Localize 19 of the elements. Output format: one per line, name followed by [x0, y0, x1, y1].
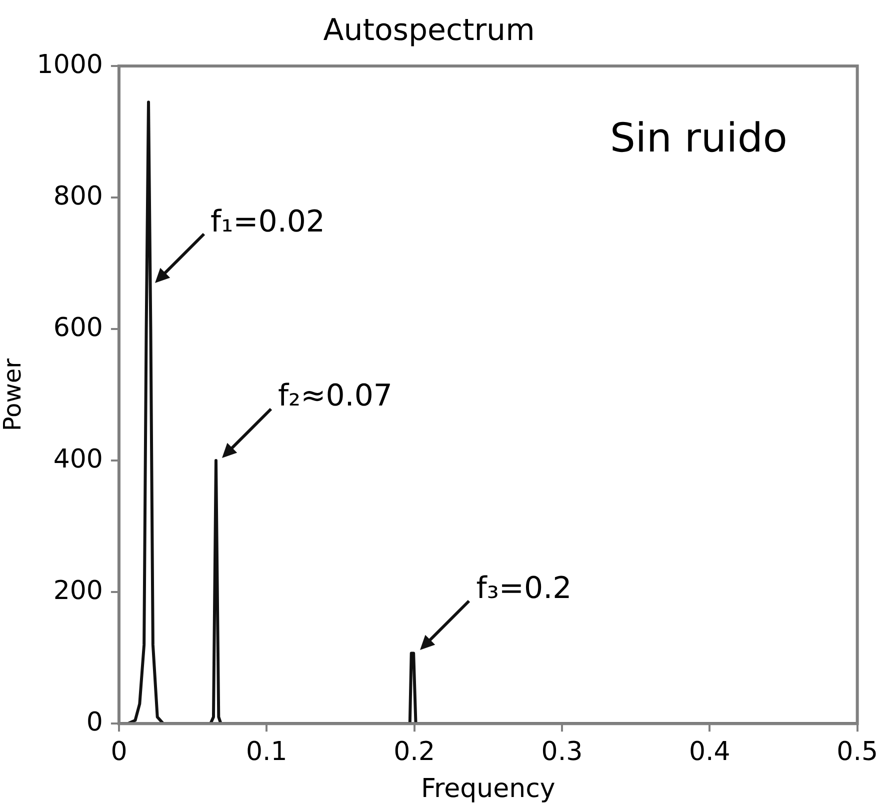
annotation: f₁=0.02 [210, 204, 326, 240]
chart-title: Autospectrum [323, 12, 535, 48]
x-tick-label: 0 [110, 736, 128, 767]
annotation: Sin ruido [610, 115, 788, 162]
x-tick-label: 0.1 [246, 736, 288, 767]
y-axis-title: Power [0, 358, 27, 432]
y-tick-label: 1000 [36, 50, 103, 80]
x-tick-label: 0.5 [836, 736, 878, 767]
y-tick-label: 200 [53, 576, 103, 606]
x-axis-title: Frequency [420, 774, 556, 804]
annotation: f₃=0.2 [476, 571, 572, 606]
x-tick-label: 0.3 [541, 736, 583, 767]
y-tick-label: 800 [53, 181, 103, 212]
y-tick-label: 400 [53, 444, 103, 474]
y-tick-label: 0 [86, 707, 103, 738]
x-tick-label: 0.4 [688, 736, 730, 767]
annotation: f₂≈0.07 [278, 378, 393, 414]
y-tick-label: 600 [53, 312, 103, 343]
x-tick-label: 0.2 [394, 736, 435, 767]
